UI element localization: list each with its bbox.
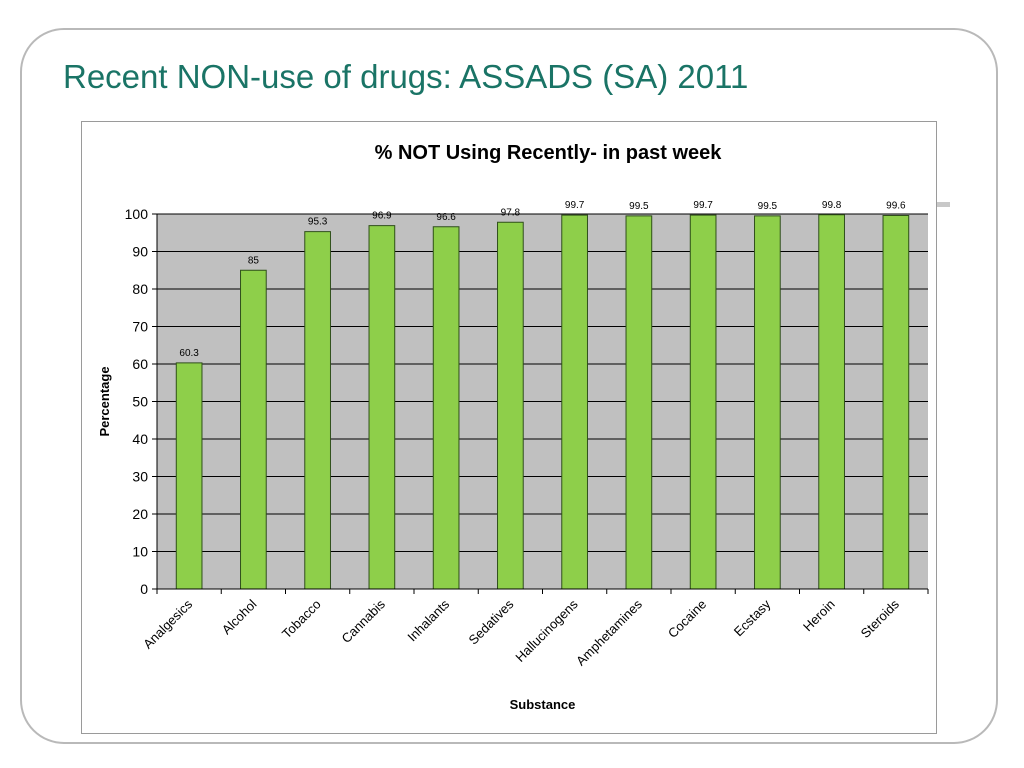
y-tick-label: 0 bbox=[140, 581, 148, 597]
data-label: 96.9 bbox=[372, 211, 392, 222]
chart-title: % NOT Using Recently- in past week bbox=[375, 142, 723, 164]
data-label: 99.5 bbox=[758, 201, 778, 212]
y-tick-label: 90 bbox=[132, 244, 148, 260]
x-tick-label: Tobacco bbox=[279, 597, 324, 642]
data-label: 99.7 bbox=[693, 200, 713, 211]
bar-amphetamines bbox=[625, 215, 653, 590]
x-tick-label: Steroids bbox=[858, 596, 903, 641]
y-tick-label: 10 bbox=[132, 544, 148, 560]
x-tick-label: Hallucinogens bbox=[512, 596, 581, 665]
y-tick-label: 100 bbox=[125, 206, 149, 222]
bar-steroids bbox=[882, 215, 910, 590]
data-label: 97.8 bbox=[501, 207, 521, 218]
x-tick-label: Cannabis bbox=[339, 596, 389, 646]
data-label: 60.3 bbox=[179, 348, 199, 359]
bar-tobacco bbox=[304, 231, 331, 590]
data-label: 99.8 bbox=[822, 200, 842, 211]
data-label: 85 bbox=[248, 255, 260, 266]
x-axis-title: Substance bbox=[510, 697, 576, 712]
x-tick-label: Ecstasy bbox=[731, 596, 774, 639]
x-tick-label: Amphetamines bbox=[573, 596, 645, 668]
data-label: 99.6 bbox=[886, 201, 906, 212]
y-tick-label: 80 bbox=[132, 281, 148, 297]
x-tick-label: Alcohol bbox=[219, 596, 260, 637]
x-tick-label: Inhalants bbox=[404, 596, 452, 644]
bar-chart: % NOT Using Recently- in past week 60.3 8… bbox=[97, 142, 929, 712]
bar-cannabis bbox=[368, 225, 396, 590]
data-label: 99.7 bbox=[565, 200, 585, 211]
y-tick-label: 20 bbox=[132, 506, 148, 522]
y-tick-label: 30 bbox=[132, 469, 148, 485]
data-label: 96.6 bbox=[436, 212, 456, 223]
bar-analgesics bbox=[175, 362, 203, 590]
data-label: 99.5 bbox=[629, 201, 649, 212]
bar-ecstasy bbox=[754, 215, 781, 590]
y-axis-title: Percentage bbox=[97, 366, 112, 436]
bars bbox=[175, 214, 910, 590]
data-label: 95.3 bbox=[308, 217, 328, 228]
y-tick-label: 70 bbox=[132, 319, 148, 335]
decorative-dash bbox=[936, 202, 950, 207]
x-tick-label: Heroin bbox=[800, 597, 838, 635]
y-tick-label: 50 bbox=[132, 394, 148, 410]
y-tick-label: 40 bbox=[132, 431, 148, 447]
x-tick-label: Analgesics bbox=[140, 596, 195, 651]
x-tick-label: Sedatives bbox=[466, 596, 517, 647]
bar-sedatives bbox=[497, 221, 524, 590]
bar-inhalants bbox=[432, 226, 460, 590]
chart-panel: % NOT Using Recently- in past week 60.3 8… bbox=[81, 121, 937, 734]
x-tick-label: Cocaine bbox=[665, 597, 709, 641]
slide-frame bbox=[20, 28, 998, 744]
y-tick-label: 60 bbox=[132, 356, 148, 372]
bar-alcohol bbox=[240, 269, 267, 590]
bar-cocaine bbox=[689, 214, 717, 590]
slide-title: Recent NON-use of drugs: ASSADS (SA) 201… bbox=[63, 58, 749, 95]
data-labels: 60.3 85 95.3 96.9 96.6 97.8 99.7 99.5 99.7 99.5 99… bbox=[179, 200, 906, 359]
bar-heroin bbox=[818, 214, 845, 590]
x-axis-ticks: Analgesics Alcohol Tobacco Cannabis Inhalant… bbox=[140, 589, 929, 668]
bar-hallucinogens bbox=[561, 214, 588, 590]
